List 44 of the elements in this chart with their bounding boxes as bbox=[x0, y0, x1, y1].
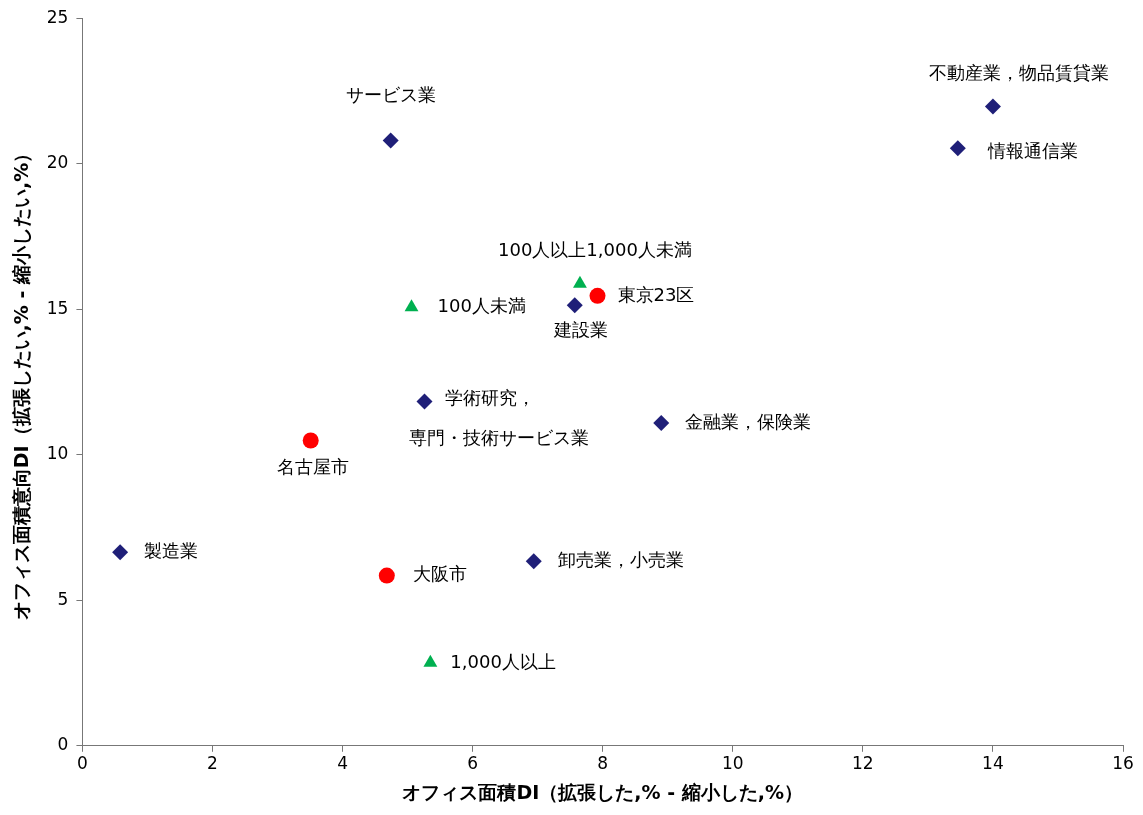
annotation: 製造業 bbox=[144, 539, 199, 561]
x-tick-label: 10 bbox=[721, 753, 744, 774]
annotation: 100人以上1,000人未満 bbox=[498, 239, 692, 261]
annotation: 名古屋市 bbox=[276, 456, 349, 478]
point bbox=[382, 132, 399, 149]
point bbox=[589, 287, 606, 304]
annotation: 建設業 bbox=[552, 318, 608, 340]
annotation: 東京23区 bbox=[617, 283, 695, 305]
x-tick-label: 4 bbox=[337, 753, 348, 774]
annotation: サービス業 bbox=[345, 84, 436, 106]
annotation: 学術研究， bbox=[444, 387, 535, 409]
annotation: 100人未満 bbox=[437, 294, 526, 316]
annotation: 金融業，保険業 bbox=[685, 410, 812, 432]
point bbox=[525, 553, 542, 570]
x-tick-label: 6 bbox=[467, 753, 479, 774]
y-tick-label: 0 bbox=[57, 734, 69, 755]
annotation: 情報通信業 bbox=[986, 139, 1078, 161]
point bbox=[416, 393, 433, 410]
point bbox=[302, 432, 319, 449]
x-tick-label: 14 bbox=[982, 753, 1004, 774]
y-tick-label: 10 bbox=[46, 443, 69, 464]
x-axis-title: オフィス面積DI（拡張した,% - 縮小した,%） bbox=[402, 780, 803, 803]
point bbox=[984, 98, 1001, 115]
x-tick-label: 8 bbox=[597, 753, 609, 774]
y-tick-label: 5 bbox=[57, 588, 69, 609]
annotation: 卸売業，小売業 bbox=[557, 548, 684, 570]
annotation: 専門・技術サービス業 bbox=[408, 427, 589, 449]
point bbox=[112, 544, 129, 561]
annotation: 大阪市 bbox=[412, 563, 467, 585]
point bbox=[404, 299, 419, 312]
y-tick-label: 25 bbox=[46, 6, 69, 27]
annotation: 不動産業，物品賃貸業 bbox=[928, 62, 1109, 84]
y-tick-label: 20 bbox=[46, 152, 69, 173]
x-tick-label: 16 bbox=[1112, 753, 1134, 774]
point bbox=[378, 567, 395, 584]
annotation: 1,000人以上 bbox=[450, 650, 556, 672]
point bbox=[566, 297, 583, 314]
x-tick-label: 0 bbox=[77, 753, 88, 774]
point bbox=[949, 140, 966, 157]
x-tick-label: 12 bbox=[852, 753, 874, 774]
point bbox=[653, 415, 670, 432]
x-tick-label: 2 bbox=[207, 753, 218, 774]
y-tick-label: 15 bbox=[46, 297, 69, 318]
y-axis-title: オフィス面積意向DI（拡張したい,% - 縮小したい,%） bbox=[10, 143, 33, 621]
